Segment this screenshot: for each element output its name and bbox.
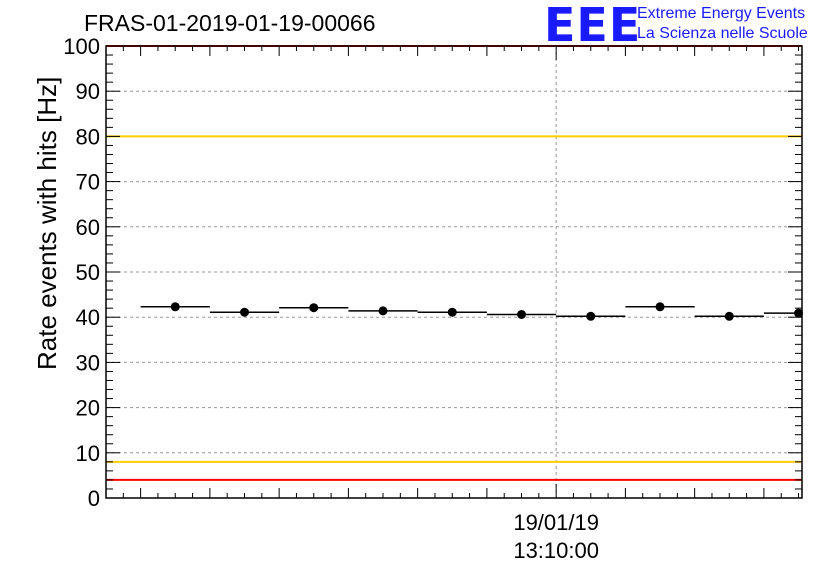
logo-caption: Extreme Energy Events La Scienza nelle S… bbox=[637, 4, 808, 44]
y-tick-label: 20 bbox=[76, 396, 100, 421]
y-tick-label: 70 bbox=[76, 170, 100, 195]
data-point bbox=[655, 302, 665, 312]
axis-ticks bbox=[105, 45, 802, 499]
reference-lines bbox=[106, 45, 802, 481]
x-tick-label-time: 13:10:00 bbox=[513, 538, 599, 563]
y-tick-labels: 0 10 20 30 40 50 60 70 80 90 100 bbox=[63, 34, 100, 511]
data-point bbox=[170, 302, 180, 312]
logo-caption-line2: La Scienza nelle Scuole bbox=[637, 25, 808, 42]
eee-logo: EEE bbox=[544, 0, 642, 52]
data-point bbox=[447, 307, 457, 317]
chart-title: FRAS-01-2019-01-19-00066 bbox=[84, 10, 376, 36]
y-tick-label: 30 bbox=[76, 350, 100, 375]
y-tick-label: 50 bbox=[76, 260, 100, 285]
data-point bbox=[309, 303, 319, 313]
data-point bbox=[240, 307, 250, 317]
y-tick-label: 0 bbox=[88, 486, 100, 511]
y-tick-label: 80 bbox=[76, 124, 100, 149]
logo-caption-line1: Extreme Energy Events bbox=[637, 5, 806, 22]
y-tick-label: 10 bbox=[76, 441, 100, 466]
data-point bbox=[586, 311, 596, 321]
data-point bbox=[517, 309, 527, 319]
y-tick-label: 40 bbox=[76, 305, 100, 330]
x-tick-label-date: 19/01/19 bbox=[513, 510, 599, 535]
data-points bbox=[140, 302, 804, 321]
y-tick-label: 100 bbox=[63, 34, 100, 59]
grid-lines bbox=[106, 46, 802, 498]
y-tick-label: 90 bbox=[76, 79, 100, 104]
data-point bbox=[724, 311, 734, 321]
y-tick-label: 60 bbox=[76, 215, 100, 240]
data-point bbox=[378, 306, 388, 316]
data-point bbox=[794, 308, 804, 318]
